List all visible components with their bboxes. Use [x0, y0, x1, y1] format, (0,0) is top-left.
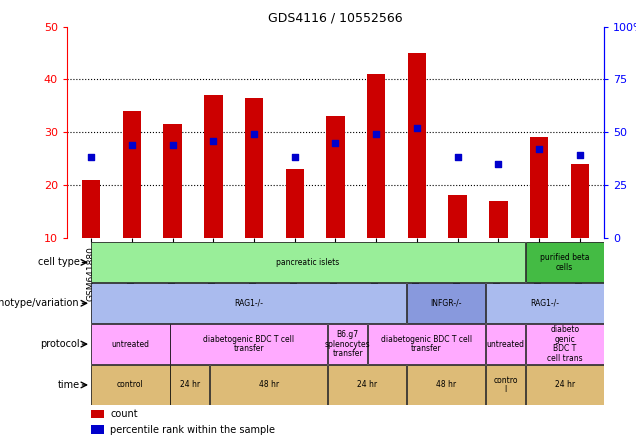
Text: RAG1-/-: RAG1-/-: [235, 299, 263, 308]
Bar: [486, 324, 525, 364]
Bar: [328, 324, 367, 364]
Text: control: control: [117, 381, 144, 389]
Point: [331, 139, 341, 146]
Bar: [210, 365, 328, 405]
Bar: [326, 116, 345, 238]
Bar: [204, 95, 223, 238]
Bar: [408, 53, 426, 238]
Bar: [486, 283, 604, 323]
Bar: [163, 124, 182, 238]
Text: contro
l: contro l: [494, 376, 518, 394]
Bar: [91, 410, 104, 418]
Text: INFGR-/-: INFGR-/-: [431, 299, 462, 308]
Bar: [245, 98, 263, 238]
Bar: [91, 425, 104, 434]
Point: [371, 131, 382, 138]
Text: diabetogenic BDC T cell
transfer: diabetogenic BDC T cell transfer: [204, 335, 294, 353]
Text: 24 hr: 24 hr: [179, 381, 200, 389]
Bar: [170, 324, 328, 364]
Text: percentile rank within the sample: percentile rank within the sample: [110, 424, 275, 435]
Bar: [448, 195, 467, 238]
Point: [249, 131, 259, 138]
Bar: [407, 365, 485, 405]
Bar: [486, 365, 525, 405]
Bar: [92, 242, 525, 282]
Bar: [170, 365, 209, 405]
Bar: [489, 201, 508, 238]
Text: 48 hr: 48 hr: [436, 381, 457, 389]
Bar: [123, 111, 141, 238]
Text: diabetogenic BDC T cell
transfer: diabetogenic BDC T cell transfer: [381, 335, 472, 353]
Bar: [92, 365, 170, 405]
Bar: [570, 164, 589, 238]
Bar: [368, 324, 485, 364]
Bar: [92, 283, 406, 323]
Bar: [530, 137, 548, 238]
Text: untreated: untreated: [487, 340, 525, 349]
Point: [167, 141, 177, 148]
Point: [289, 154, 300, 161]
Text: RAG1-/-: RAG1-/-: [530, 299, 560, 308]
Point: [534, 146, 544, 153]
Point: [208, 137, 218, 144]
Text: diabeto
genic
BDC T
cell trans: diabeto genic BDC T cell trans: [547, 325, 583, 363]
Text: count: count: [110, 409, 137, 419]
Bar: [286, 169, 304, 238]
Text: protocol: protocol: [40, 339, 80, 349]
Text: time: time: [57, 380, 80, 390]
Point: [575, 152, 585, 159]
Text: purified beta
cells: purified beta cells: [540, 253, 590, 272]
Point: [412, 124, 422, 131]
Point: [127, 141, 137, 148]
Title: GDS4116 / 10552566: GDS4116 / 10552566: [268, 11, 403, 24]
Bar: [82, 179, 100, 238]
Bar: [525, 324, 604, 364]
Bar: [525, 242, 604, 282]
Point: [494, 160, 504, 167]
Point: [453, 154, 463, 161]
Point: [86, 154, 96, 161]
Bar: [407, 283, 485, 323]
Text: genotype/variation: genotype/variation: [0, 298, 80, 308]
Bar: [525, 365, 604, 405]
Text: 48 hr: 48 hr: [259, 381, 279, 389]
Bar: [328, 365, 406, 405]
Text: B6.g7
splenocytes
transfer: B6.g7 splenocytes transfer: [325, 330, 370, 358]
Text: 24 hr: 24 hr: [357, 381, 377, 389]
Text: untreated: untreated: [111, 340, 149, 349]
Text: 24 hr: 24 hr: [555, 381, 575, 389]
Bar: [367, 74, 385, 238]
Bar: [92, 324, 170, 364]
Text: cell type: cell type: [38, 258, 80, 267]
Text: pancreatic islets: pancreatic islets: [277, 258, 340, 267]
